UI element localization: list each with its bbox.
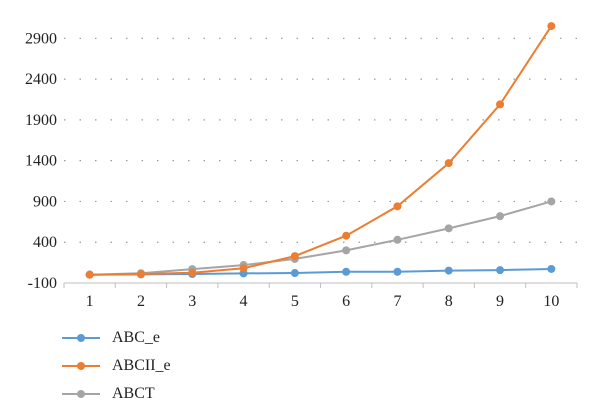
data-point-abct	[342, 246, 351, 255]
y-tick-label: 1900	[25, 112, 57, 129]
x-tick-label: 4	[240, 293, 248, 310]
data-point-abcii-e	[136, 270, 145, 279]
series-abcii-e	[85, 22, 556, 279]
data-point-abc-e	[444, 266, 453, 275]
gridlines	[64, 37, 577, 243]
legend-label-abc-e: ABC_e	[112, 328, 160, 346]
legend-item-abc-e: ABC_e	[62, 325, 171, 350]
y-tick-label: 900	[33, 193, 57, 210]
x-tick-label: 1	[86, 293, 94, 310]
y-tick-label: 1400	[25, 153, 57, 170]
x-tick-label: 2	[137, 293, 145, 310]
x-tick-label: 6	[342, 293, 350, 310]
legend-item-abct: ABCT	[62, 381, 171, 406]
data-series	[85, 22, 556, 279]
x-tick-label: 5	[291, 293, 299, 310]
legend-item-abcii-e: ABCII_e	[62, 353, 171, 378]
data-point-abc-e	[342, 267, 351, 276]
axes	[63, 282, 578, 288]
data-point-abcii-e	[85, 270, 94, 279]
legend-label-abcii-e: ABCII_e	[112, 356, 171, 374]
data-point-abc-e	[496, 266, 505, 275]
x-tick-label: 10	[543, 293, 559, 310]
x-tick-label: 8	[445, 293, 453, 310]
data-point-abcii-e	[547, 22, 556, 31]
x-tick-label: 9	[496, 293, 504, 310]
x-axis-tick-labels: 1 2 3 4 5 6 7 8 9 10	[86, 293, 560, 310]
y-tick-label: -100	[28, 275, 57, 292]
legend-swatch-abc-e	[62, 332, 100, 344]
legend-swatch-abcii-e	[62, 360, 100, 372]
data-point-abcii-e	[188, 268, 197, 277]
data-point-abcii-e	[342, 231, 351, 240]
data-point-abcii-e	[444, 159, 453, 168]
data-point-abcii-e	[393, 202, 402, 211]
series-line-abcii-e	[89, 25, 553, 276]
y-tick-label: 2400	[25, 71, 57, 88]
y-tick-label: 2900	[25, 30, 57, 47]
data-point-abcii-e	[239, 264, 248, 273]
y-tick-label: 400	[33, 234, 57, 251]
data-point-abc-e	[547, 264, 556, 273]
data-point-abcii-e	[290, 252, 299, 261]
data-point-abct	[393, 235, 402, 244]
series-abct	[85, 197, 556, 279]
data-point-abcii-e	[496, 100, 505, 109]
data-point-abc-e	[290, 269, 299, 278]
legend-label-abct: ABCT	[112, 384, 155, 402]
series-line-abct	[89, 200, 552, 276]
data-point-abct	[444, 224, 453, 233]
y-axis-tick-labels: 2900 2400 1900 1400 900 400 -100	[25, 30, 57, 292]
data-point-abc-e	[393, 267, 402, 276]
legend: ABC_e ABCII_e ABCT	[62, 325, 171, 409]
data-point-abct	[547, 197, 556, 206]
x-tick-label: 3	[188, 293, 196, 310]
x-tick-label: 7	[393, 293, 401, 310]
data-point-abct	[496, 212, 505, 221]
legend-swatch-abct	[62, 388, 100, 400]
